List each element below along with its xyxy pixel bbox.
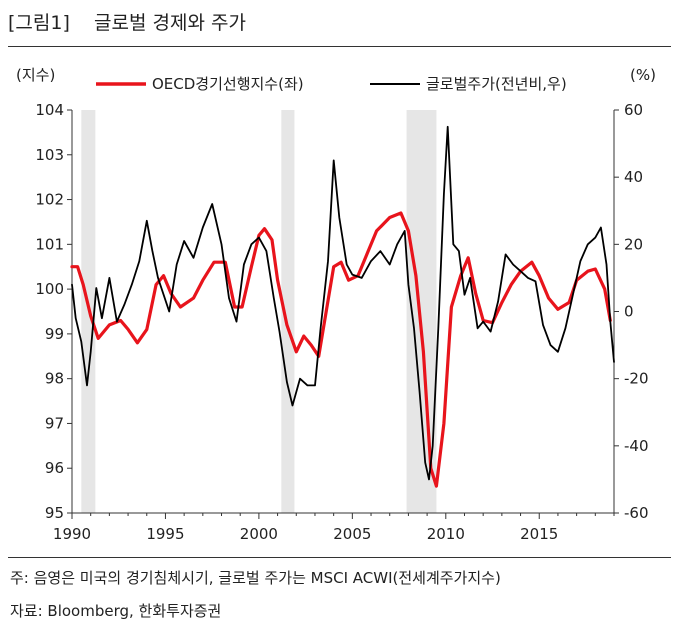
legend-group: OECD경기선행지수(좌) 글로벌주가(전년비,우) (96, 75, 567, 93)
left-tick-label: 102 (35, 191, 64, 209)
right-tick-label: 20 (624, 235, 643, 253)
legend-label-oecd: OECD경기선행지수(좌) (152, 75, 304, 93)
x-tick-label: 1995 (146, 525, 184, 543)
legend-label-stock: 글로벌주가(전년비,우) (426, 75, 567, 93)
x-tick-label: 1990 (53, 525, 91, 543)
right-axis-unit: (%) (630, 66, 656, 84)
tick-group: 95 96 97 98 99 100 101 102 103 104 -60 -40 -20 0 20 40 6… (16, 66, 656, 543)
right-tick-label: 0 (624, 303, 634, 321)
right-tick-label: -20 (624, 370, 649, 388)
right-tick-label: 40 (624, 168, 643, 186)
x-tick-label: 2000 (240, 525, 278, 543)
footnote: 주: 음영은 미국의 경기침체시기, 글로벌 주가는 MSCI ACWI(전세계… (10, 569, 501, 587)
left-tick-label: 100 (35, 280, 64, 298)
x-tick-label: 2005 (333, 525, 371, 543)
plot-frame-group (71, 110, 615, 514)
left-tick-label: 101 (35, 235, 64, 253)
x-tick-label: 2015 (520, 525, 558, 543)
left-tick-label: 95 (45, 504, 64, 522)
figure-title: [그림1] 글로벌 경제와 주가 (8, 12, 246, 34)
left-tick-label: 104 (35, 101, 64, 119)
right-tick-label: -60 (624, 504, 649, 522)
left-tick-label: 96 (45, 459, 64, 477)
chart: 95 96 97 98 99 100 101 102 103 104 -60 -40 -20 0 20 40 6… (16, 66, 656, 543)
oecd-cli-line (70, 211, 612, 488)
x-tick-label: 2010 (427, 525, 465, 543)
series-lines-group (70, 125, 615, 488)
title-divider (8, 46, 671, 47)
notes-divider (8, 557, 671, 558)
recession-band-2 (281, 110, 295, 513)
left-tick-label: 97 (45, 414, 64, 432)
left-tick-label: 98 (45, 370, 64, 388)
left-tick-label: 99 (45, 325, 64, 343)
global-stock-yoy-line (71, 125, 615, 481)
left-axis-unit: (지수) (16, 66, 55, 84)
recession-shading-group (81, 110, 437, 513)
right-tick-label: -40 (624, 437, 649, 455)
right-tick-label: 60 (624, 101, 643, 119)
left-tick-label: 103 (35, 146, 64, 164)
source-note: 자료: Bloomberg, 한화투자증권 (10, 602, 222, 620)
